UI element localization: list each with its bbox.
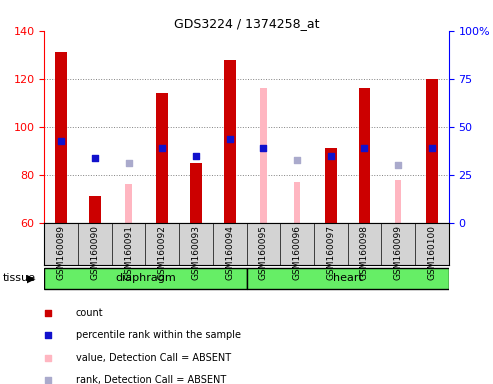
Text: GSM160093: GSM160093 (191, 225, 201, 280)
Point (426, 96, 434, 102)
Bar (89, 196, 101, 223)
Text: ▶: ▶ (27, 273, 35, 283)
Text: tissue: tissue (2, 273, 35, 283)
Point (428, 145, 436, 151)
Point (394, 162, 402, 168)
Text: rank, Detection Call = ABSENT: rank, Detection Call = ABSENT (76, 374, 226, 384)
Text: count: count (76, 308, 104, 318)
Bar (260, 88, 267, 223)
Text: GSM160095: GSM160095 (259, 225, 268, 280)
Point (259, 145, 267, 151)
Bar (294, 182, 300, 223)
Text: GSM160090: GSM160090 (90, 225, 100, 280)
Text: value, Detection Call = ABSENT: value, Detection Call = ABSENT (76, 353, 231, 362)
Text: GSM160098: GSM160098 (360, 225, 369, 280)
Point (293, 157, 301, 164)
Text: GSM160100: GSM160100 (427, 225, 436, 280)
Text: diaphragm: diaphragm (115, 273, 176, 283)
Text: GSM160092: GSM160092 (158, 225, 167, 280)
Point (192, 152, 200, 159)
Text: GSM160094: GSM160094 (225, 225, 234, 280)
Bar (224, 60, 236, 223)
FancyBboxPatch shape (246, 268, 449, 289)
FancyBboxPatch shape (44, 268, 247, 289)
Bar (125, 184, 132, 223)
Point (57, 138, 65, 144)
Text: percentile rank within the sample: percentile rank within the sample (76, 330, 241, 341)
Text: GSM160091: GSM160091 (124, 225, 133, 280)
Title: GDS3224 / 1374258_at: GDS3224 / 1374258_at (174, 17, 319, 30)
Point (226, 136, 234, 142)
Bar (395, 180, 401, 223)
Bar (358, 88, 370, 223)
Point (426, 296, 434, 303)
Point (158, 145, 166, 151)
Text: heart: heart (333, 273, 362, 283)
Bar (55, 52, 67, 223)
Point (327, 152, 335, 159)
Bar (426, 79, 438, 223)
Bar (325, 148, 337, 223)
Point (125, 160, 133, 166)
Bar (190, 163, 202, 223)
Point (91, 155, 99, 161)
Text: GSM160089: GSM160089 (57, 225, 66, 280)
Point (360, 145, 368, 151)
Text: GSM160099: GSM160099 (393, 225, 403, 280)
Bar (156, 93, 168, 223)
Text: GSM160097: GSM160097 (326, 225, 335, 280)
Text: GSM160096: GSM160096 (292, 225, 302, 280)
